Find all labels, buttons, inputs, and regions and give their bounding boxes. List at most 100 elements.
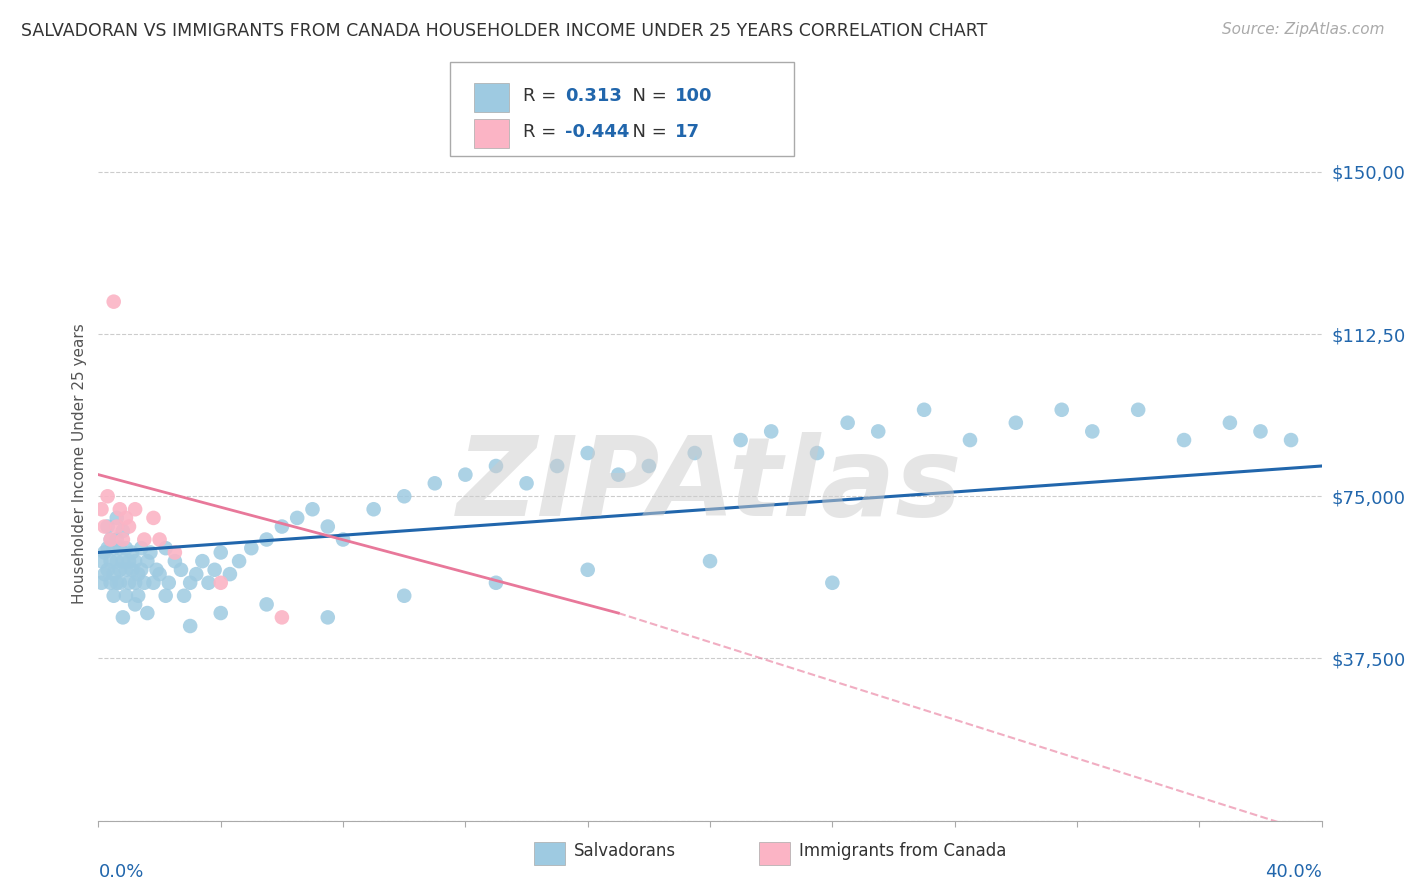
Point [145,563,167,577]
Point [392,589,416,603]
Point [209,606,232,620]
Point [121,545,143,559]
Point [959,433,981,447]
Point [228,554,250,568]
Point [103,541,125,556]
Point [868,425,890,439]
Point [423,476,446,491]
Point [285,511,308,525]
Text: ZIPAtlas: ZIPAtlas [457,432,963,539]
Point [108,541,131,556]
Point [1249,425,1271,439]
Point [454,467,477,482]
Point [576,446,599,460]
Point [115,589,138,603]
Point [516,476,538,491]
Point [270,610,292,624]
Point [837,416,859,430]
Point [90,575,112,590]
Point [179,575,201,590]
Point [155,541,177,556]
Text: 0.313: 0.313 [565,87,621,105]
Point [392,489,416,503]
Point [124,598,146,612]
Text: R =: R = [523,87,562,105]
Point [163,545,186,559]
Point [105,511,128,525]
Point [111,524,134,538]
Point [97,563,120,577]
Point [270,519,292,533]
Point [108,502,131,516]
Point [1050,402,1073,417]
Text: -0.444: -0.444 [565,123,630,141]
Point [115,563,138,577]
Point [730,433,752,447]
Point [97,541,120,556]
Point [139,545,162,559]
Point [136,606,159,620]
Point [204,563,226,577]
Point [806,446,828,460]
Point [1173,433,1195,447]
Point [93,545,115,559]
Point [115,511,138,525]
Point [170,563,193,577]
Point [240,541,263,556]
Point [108,563,131,577]
Point [209,545,232,559]
Point [136,554,159,568]
Text: 17: 17 [675,123,700,141]
Point [93,567,115,582]
Point [485,458,508,473]
Point [105,533,128,547]
Point [163,554,186,568]
Point [186,567,208,582]
Point [821,575,844,590]
Point [1219,416,1241,430]
Point [219,567,242,582]
Text: SALVADORAN VS IMMIGRANTS FROM CANADA HOUSEHOLDER INCOME UNDER 25 YEARS CORRELATI: SALVADORAN VS IMMIGRANTS FROM CANADA HOU… [21,22,987,40]
Point [100,533,122,547]
Point [108,575,131,590]
Point [759,425,782,439]
Text: R =: R = [523,123,562,141]
Text: N =: N = [621,123,673,141]
Point [912,402,935,417]
Point [683,446,706,460]
Point [97,489,120,503]
Point [1081,425,1104,439]
Point [121,563,143,577]
Y-axis label: Householder Income Under 25 years: Householder Income Under 25 years [72,324,87,604]
Point [1128,402,1150,417]
Point [118,554,141,568]
Point [129,563,152,577]
Point [155,589,177,603]
Point [209,575,232,590]
Point [149,533,172,547]
Text: 40.0%: 40.0% [1265,863,1322,881]
Point [100,533,122,547]
Point [134,533,156,547]
Point [142,511,165,525]
Point [485,575,508,590]
Point [129,541,152,556]
Point [93,519,115,533]
Point [105,554,128,568]
Text: Salvadorans: Salvadorans [574,842,676,860]
Point [1004,416,1026,430]
Point [103,294,125,309]
Point [637,458,661,473]
Point [124,575,146,590]
Point [115,541,138,556]
Point [316,519,339,533]
Point [111,554,134,568]
Point [699,554,721,568]
Point [256,533,278,547]
Text: Source: ZipAtlas.com: Source: ZipAtlas.com [1222,22,1385,37]
Point [142,575,165,590]
Point [118,575,141,590]
Point [197,575,219,590]
Point [103,589,125,603]
Text: 100: 100 [675,87,713,105]
